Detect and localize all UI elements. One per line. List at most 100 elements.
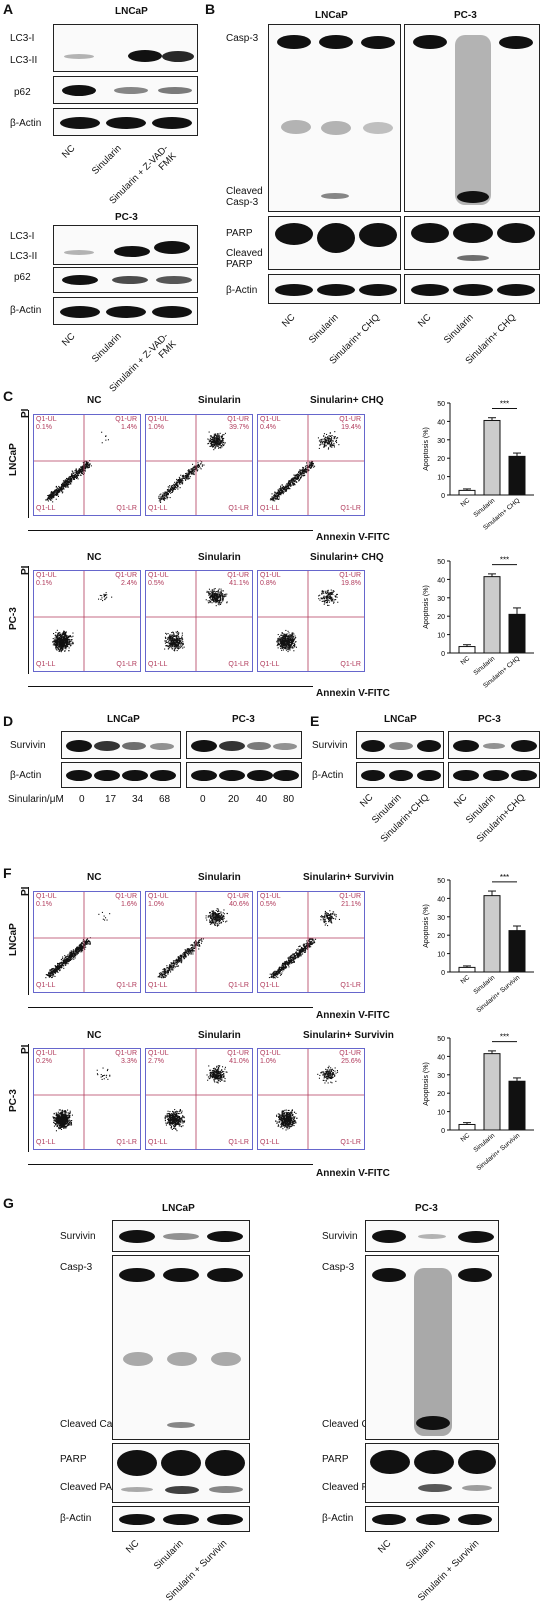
y-tick-label: 20 [437,614,445,621]
quadrant-ll-label: Q1-LL [148,505,167,512]
category-label: Sinularin [472,974,496,996]
b-cell-lncap: LNCaP [315,10,348,21]
b-actin-label: β-Actin [226,285,257,296]
y-tick-label: 10 [437,1110,445,1117]
quadrant-lr-label: Q1-LR [228,661,249,668]
quadrant-ll-label: Q1-LL [148,982,167,989]
a-bot-lc3-blot [53,225,198,265]
a-bot-lc3i-label: LC3-I [10,231,34,242]
e-lncap-actin-blot [356,762,444,788]
quadrant-ul-label: Q1-UL [260,572,281,579]
quadrant-ul-value: 0.2% [36,1058,52,1065]
y-tick-label: 50 [437,559,445,566]
quadrant-ur-label: Q1-UR [227,572,249,579]
y-axis-label: Apoptosis (%) [423,585,430,629]
quadrant-ll-label: Q1-LL [36,1139,55,1146]
d-pc3-actin-blot [186,762,302,788]
c-axis-annexin-2: Annexin V-FITC [316,688,390,699]
quadrant-ul-label: Q1-UL [36,893,57,900]
panel-a-top-cell: LNCaP [115,6,148,17]
y-tick-label: 20 [437,933,445,940]
a-bot-p62-blot [53,267,198,293]
category-label: Sinularin+ Survivin [475,1132,521,1170]
y-tick-label: 0 [441,493,445,500]
y-tick-label: 50 [437,401,445,408]
a-bot-actin-label: β-Actin [10,305,41,316]
panel-d-label: D [3,713,13,729]
y-tick-label: 30 [437,915,445,922]
panel-a-label: A [3,1,13,17]
b-casp3-label: Casp-3 [226,33,258,44]
quadrant-ul-label: Q1-UL [148,893,169,900]
quadrant-ll-label: Q1-LL [260,982,279,989]
quadrant-lr-label: Q1-LR [340,505,361,512]
g-l-actin-label: β-Actin [60,1513,91,1524]
d-lncap-actin-blot [61,762,181,788]
a-top-actin-blot [53,108,198,136]
f-row-lncap: LNCaP [8,923,19,956]
x-axis-arrow [28,530,313,531]
a-bot-lc3ii-label: LC3-II [10,251,37,262]
g-l-lane-nc: NC [124,1538,141,1555]
e-cell-lncap: LNCaP [384,714,417,725]
quadrant-ul-value: 0.1% [36,901,52,908]
b-lane-nc-1: NC [280,312,297,329]
dose-value: 80 [283,794,294,805]
quadrant-lr-label: Q1-LR [340,1139,361,1146]
c-axis-pi-1: PI [20,409,31,418]
quadrant-ll-label: Q1-LL [260,1139,279,1146]
quadrant-ur-value: 1.4% [121,424,137,431]
g-p-casp3-label: Casp-3 [322,1262,354,1273]
quadrant-ur-value: 3.3% [121,1058,137,1065]
a-top-lc3-blot [53,24,198,72]
b-pc3-casp3-blot [404,24,540,212]
y-axis-label: Apoptosis (%) [423,904,430,948]
quadrant-ul-value: 0.5% [148,580,164,587]
g-cell-lncap: LNCaP [162,1203,195,1214]
quadrant-lr-label: Q1-LR [116,505,137,512]
d-survivin-label: Survivin [10,740,46,751]
a-top-lane-nc: NC [60,143,77,160]
y-tick-label: 0 [441,1128,445,1135]
quadrant-ul-value: 0.4% [260,424,276,431]
b-lncap-actin-blot [268,274,401,304]
quadrant-lr-label: Q1-LR [228,1139,249,1146]
dose-value: 68 [159,794,170,805]
d-actin-label: β-Actin [10,770,41,781]
g-p-actin-label: β-Actin [322,1513,353,1524]
y-tick-label: 0 [441,970,445,977]
f-axis-pi-1: PI [20,887,31,896]
g-p-survivin-label: Survivin [322,1231,358,1242]
significance-label: *** [500,1033,509,1042]
category-label: NC [460,1132,472,1144]
y-tick-label: 10 [437,952,445,959]
quadrant-ul-label: Q1-UL [260,1050,281,1057]
quadrant-ur-value: 25.6% [341,1058,361,1065]
g-l-lane-sin: Sinularin [152,1538,186,1572]
quadrant-ur-label: Q1-UR [227,1050,249,1057]
e-lane-nc-1: NC [358,792,375,809]
significance-label: *** [500,556,509,565]
y-tick-label: 10 [437,633,445,640]
quadrant-lr-label: Q1-LR [116,982,137,989]
b-parp-label: PARP [226,228,253,239]
quadrant-ur-value: 1.6% [121,901,137,908]
quadrant-ur-label: Q1-UR [339,893,361,900]
f-axis-annexin-1: Annexin V-FITC [316,1010,390,1021]
c-axis-pi-2: PI [20,566,31,575]
e-pc3-survivin-blot [448,731,540,759]
a-top-p62-blot [53,76,198,104]
g-cell-pc3: PC-3 [415,1203,438,1214]
quadrant-ur-label: Q1-UR [227,893,249,900]
y-tick-label: 0 [441,651,445,658]
quadrant-ur-value: 19.4% [341,424,361,431]
b-pc3-parp-blot [404,216,540,270]
